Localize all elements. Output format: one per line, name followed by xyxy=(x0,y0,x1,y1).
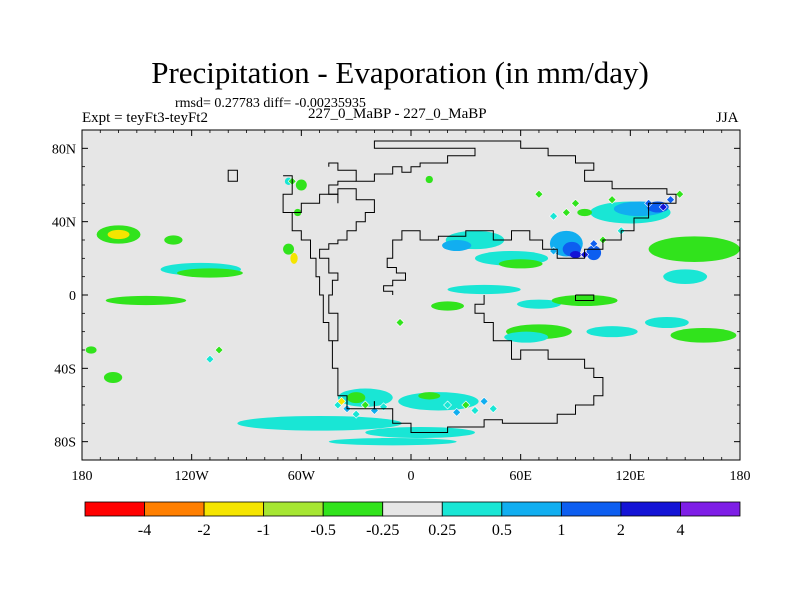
contour-region xyxy=(442,240,472,251)
contour-region xyxy=(283,243,295,255)
map-background xyxy=(82,130,740,460)
colorbar-label: 4 xyxy=(676,522,684,539)
colorbar-label: -1 xyxy=(257,522,270,539)
contour-cell xyxy=(549,211,558,221)
colorbar: -4 -2 -1 -0.5 -0.25 0.25 0.5 1 2 4 xyxy=(84,501,741,539)
colorbar-swatch xyxy=(203,501,265,517)
colorbar-label: 0.5 xyxy=(492,522,512,539)
season-label: JJA xyxy=(716,110,739,126)
x-tick-label: 0 xyxy=(408,469,415,484)
colorbar-swatch xyxy=(144,501,205,517)
colorbar-swatch xyxy=(620,501,681,517)
colorbar-swatch xyxy=(680,501,741,517)
contour-cell xyxy=(534,189,544,199)
center-label: 227_0_MaBP - 227_0_MaBP xyxy=(308,106,487,122)
coastline-southcontinent xyxy=(373,295,604,433)
colorbar-swatch xyxy=(263,501,324,517)
contour-region xyxy=(418,392,441,400)
contour-cell xyxy=(452,407,462,417)
contour-cell xyxy=(461,400,471,410)
coastlines xyxy=(227,140,677,433)
y-tick-label: 40N xyxy=(52,216,76,231)
coastline-westcoast xyxy=(282,175,333,342)
contour-cell xyxy=(607,195,617,205)
contour-region xyxy=(447,284,521,295)
contour-cell xyxy=(479,396,489,406)
contour-cell xyxy=(351,409,361,419)
contour-cell xyxy=(337,396,346,406)
colorbar-swatch xyxy=(441,501,503,517)
contour-region xyxy=(504,331,549,343)
colorbar-label: -4 xyxy=(138,522,151,539)
contour-cell xyxy=(675,189,685,199)
coastline-island2 xyxy=(227,169,238,182)
coastline-americas xyxy=(292,188,375,410)
contour-region xyxy=(295,179,307,191)
contour-region xyxy=(103,372,123,383)
contour-cell xyxy=(561,208,571,217)
contour-cell xyxy=(470,406,480,415)
contour-fields xyxy=(85,175,740,446)
contour-cell xyxy=(488,404,498,414)
contour-region xyxy=(237,416,402,431)
x-tick-label: 120E xyxy=(616,469,646,484)
contour-region xyxy=(663,269,708,284)
colorbar-swatch xyxy=(382,501,443,517)
stats-label: rmsd= 0.27783 diff= -0.00235935 xyxy=(175,96,366,111)
colorbar-label: 0.25 xyxy=(428,522,456,539)
contour-region xyxy=(431,301,465,311)
y-tick-label: 40S xyxy=(54,362,76,377)
contour-region xyxy=(107,229,130,240)
x-tick-label: 60E xyxy=(509,469,532,484)
x-tick-label: 180 xyxy=(72,469,93,484)
axes: 180 120W 60W 0 60E 120E 180 80N 40N 0 40S 80S xyxy=(52,130,751,484)
contour-region xyxy=(517,299,561,309)
contour-cell xyxy=(443,400,452,410)
colorbar-swatch xyxy=(560,501,622,517)
contour-region xyxy=(577,208,592,217)
contour-region xyxy=(347,392,366,404)
colorbar-label: -2 xyxy=(197,522,210,539)
colorbar-label: 1 xyxy=(557,522,565,539)
contour-region xyxy=(398,392,479,411)
contour-region xyxy=(670,328,737,343)
chart-title: Precipitation - Evaporation (in mm/day) xyxy=(151,55,649,90)
contour-cell xyxy=(658,202,668,212)
contour-cell xyxy=(205,354,215,364)
coastline-island xyxy=(575,294,595,301)
contour-cell xyxy=(214,345,224,355)
x-tick-label: 60W xyxy=(288,469,316,484)
y-tick-label: 80S xyxy=(54,436,76,451)
contour-region xyxy=(290,252,298,264)
colorbar-swatch xyxy=(501,501,562,517)
contour-region xyxy=(570,251,581,259)
contour-region xyxy=(328,438,457,446)
y-tick-label: 0 xyxy=(69,289,76,304)
contour-region xyxy=(648,236,740,262)
contour-region xyxy=(105,295,187,306)
coastline-outline xyxy=(328,140,677,295)
contour-region xyxy=(164,235,183,245)
contour-region xyxy=(644,317,689,328)
y-tick-label: 80N xyxy=(52,142,76,157)
x-tick-label: 120W xyxy=(175,469,210,484)
contour-cell xyxy=(589,239,599,249)
colorbar-swatch xyxy=(84,501,145,517)
contour-region xyxy=(425,175,433,184)
colorbar-label: 2 xyxy=(617,522,625,539)
contour-region xyxy=(177,268,243,278)
x-tick-label: 180 xyxy=(730,469,751,484)
contour-cell xyxy=(395,318,405,327)
contour-region xyxy=(85,346,97,354)
colorbar-label: -0.25 xyxy=(366,522,399,539)
contour-cell xyxy=(571,198,580,208)
colorbar-label: -0.5 xyxy=(311,522,336,539)
experiment-label: Expt = teyFt3-teyFt2 xyxy=(82,110,208,126)
contour-region xyxy=(498,259,543,269)
contour-region xyxy=(586,326,638,338)
colorbar-swatch xyxy=(322,501,384,517)
